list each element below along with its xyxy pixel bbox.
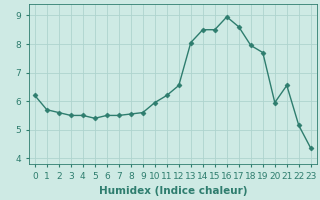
X-axis label: Humidex (Indice chaleur): Humidex (Indice chaleur) (99, 186, 247, 196)
